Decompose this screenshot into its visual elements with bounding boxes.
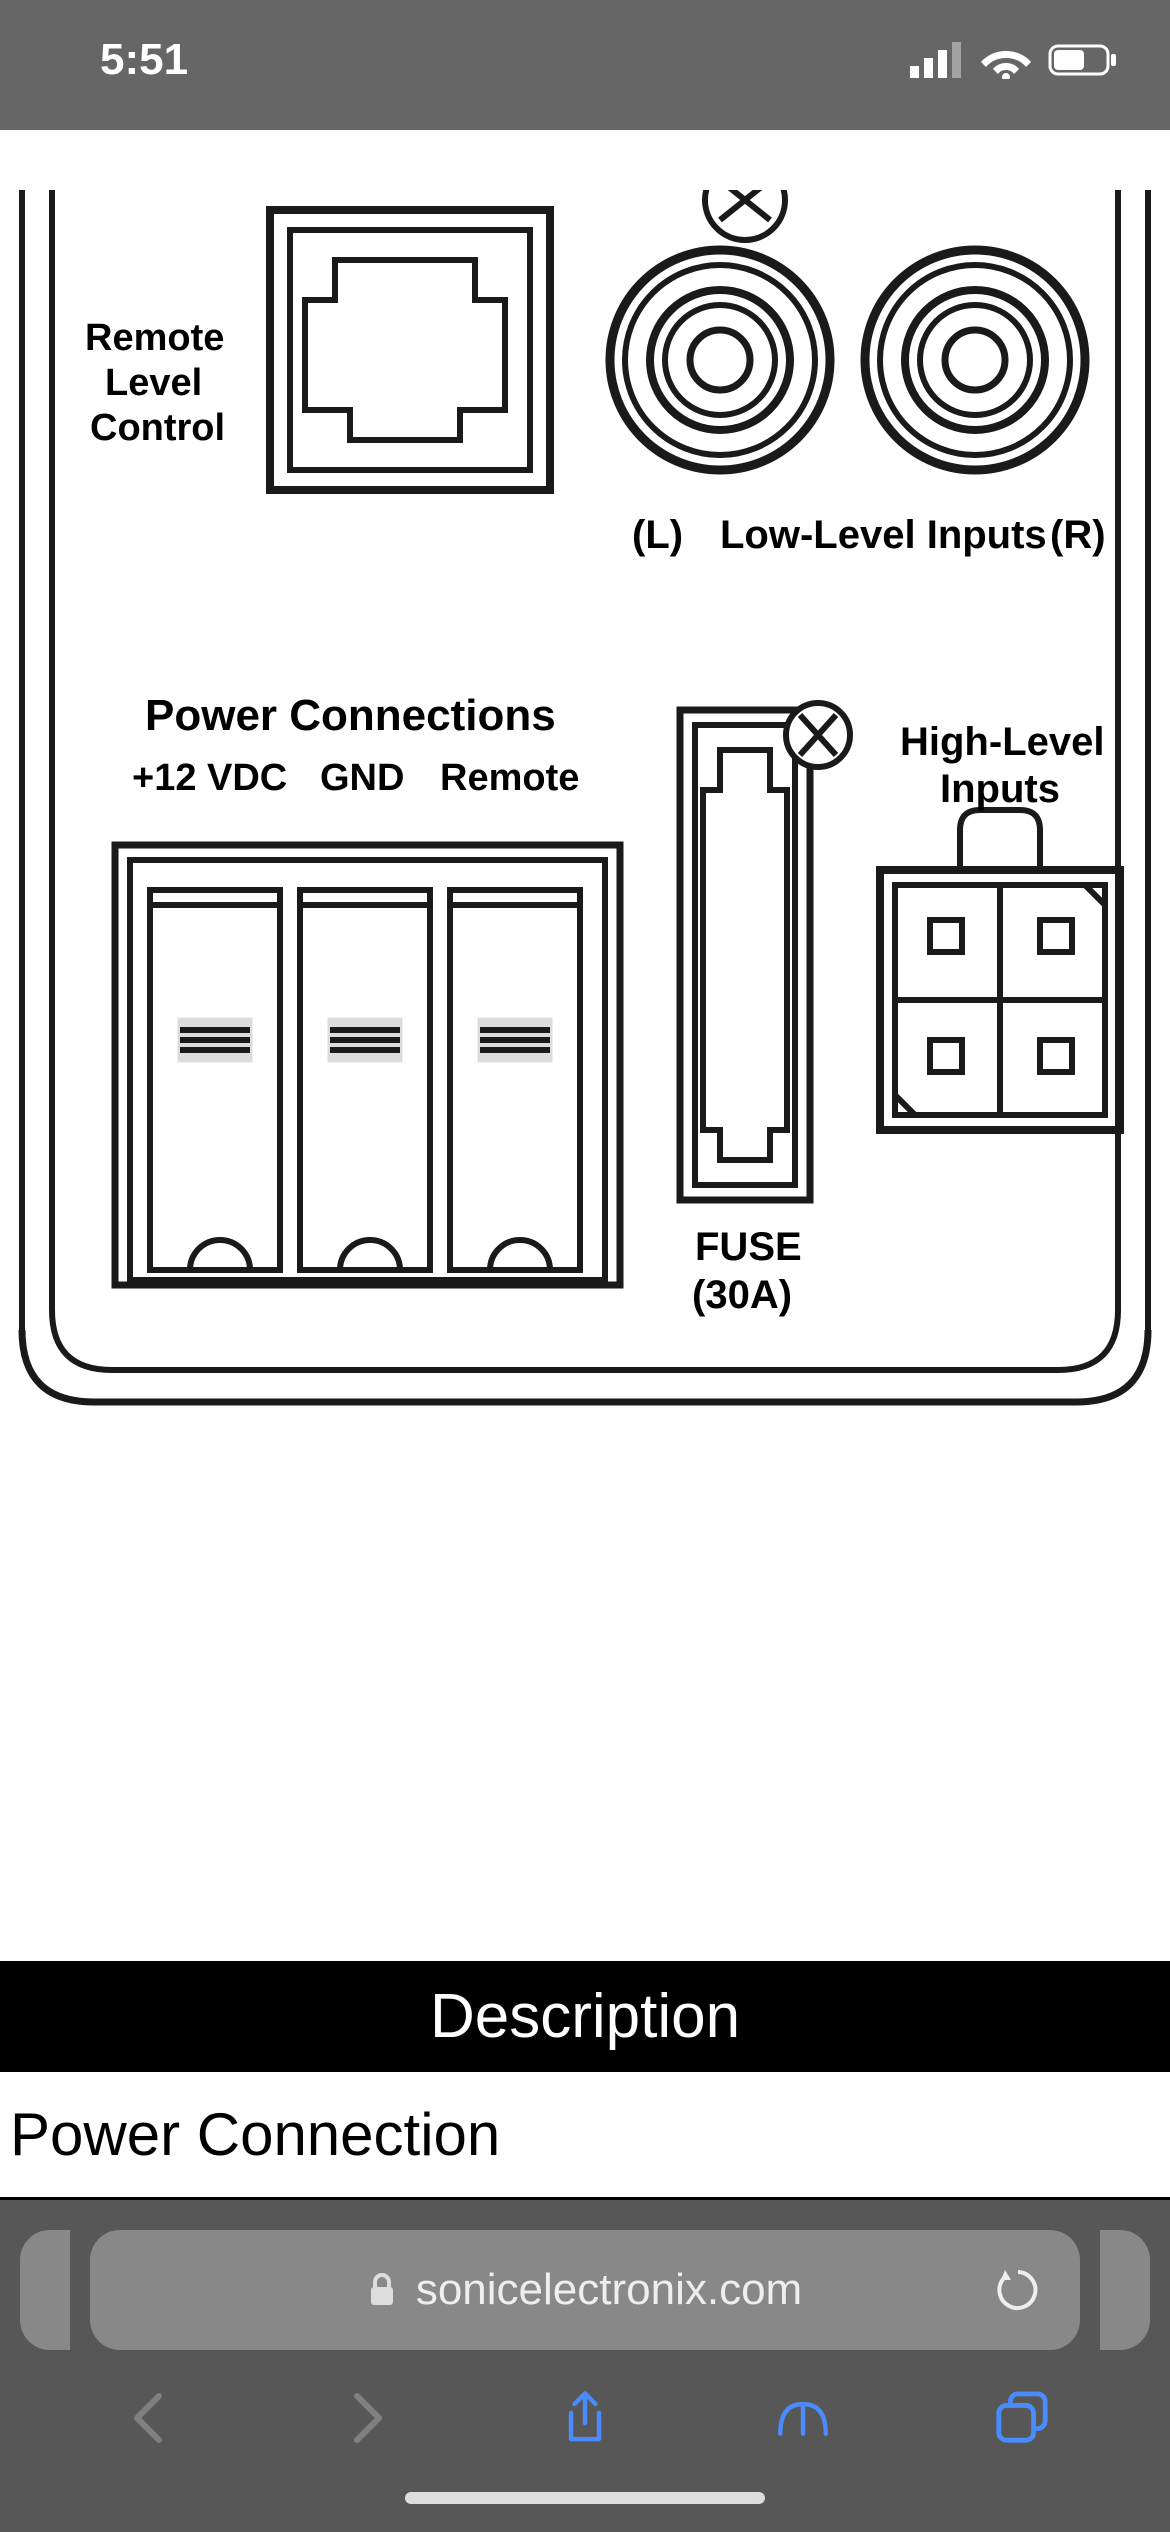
description-section: Description Power Connection — [0, 1961, 1170, 2200]
description-header: Description — [0, 1961, 1170, 2072]
page-content[interactable]: Remote Level Control (L) Low-Level Input… — [0, 130, 1170, 2200]
low-level-right-label: (R) — [1050, 513, 1106, 557]
connector-diagram: Remote Level Control (L) Low-Level Input… — [0, 190, 1170, 1445]
remote-level-label-3: Control — [90, 407, 225, 449]
browser-chrome: sonicelectronix.com — [0, 2200, 1170, 2532]
battery-icon — [1048, 42, 1120, 78]
wifi-icon — [980, 41, 1032, 79]
power-gnd-label: GND — [320, 757, 404, 799]
back-icon[interactable] — [121, 2390, 177, 2446]
tabs-icon[interactable] — [993, 2390, 1049, 2446]
cellular-icon — [910, 42, 964, 78]
browser-toolbar — [0, 2350, 1170, 2446]
remote-level-label-1: Remote — [85, 317, 224, 359]
low-level-inputs-label: Low-Level Inputs — [720, 513, 1047, 557]
description-subheading: Power Connection — [0, 2072, 1170, 2200]
prev-tab-peek[interactable] — [20, 2230, 70, 2350]
bookmarks-icon[interactable] — [775, 2390, 831, 2446]
share-icon[interactable] — [557, 2390, 613, 2446]
reload-icon[interactable] — [996, 2266, 1040, 2314]
power-12v-label: +12 VDC — [132, 757, 287, 799]
home-indicator[interactable] — [405, 2492, 765, 2504]
high-level-label-1: High-Level — [900, 720, 1104, 764]
fuse-label-2: (30A) — [692, 1273, 792, 1317]
power-remote-label: Remote — [440, 757, 579, 799]
status-time: 5:51 — [100, 35, 188, 85]
power-connections-title: Power Connections — [145, 691, 556, 740]
status-icons — [910, 41, 1120, 79]
low-level-left-label: (L) — [632, 513, 683, 557]
address-domain: sonicelectronix.com — [416, 2265, 802, 2315]
fuse-label-1: FUSE — [695, 1225, 802, 1269]
next-tab-peek[interactable] — [1100, 2230, 1150, 2350]
address-bar[interactable]: sonicelectronix.com — [90, 2230, 1080, 2350]
remote-level-label-2: Level — [105, 362, 202, 404]
forward-icon[interactable] — [339, 2390, 395, 2446]
status-bar: 5:51 — [0, 0, 1170, 130]
lock-icon — [368, 2273, 396, 2307]
high-level-label-2: Inputs — [940, 767, 1060, 811]
